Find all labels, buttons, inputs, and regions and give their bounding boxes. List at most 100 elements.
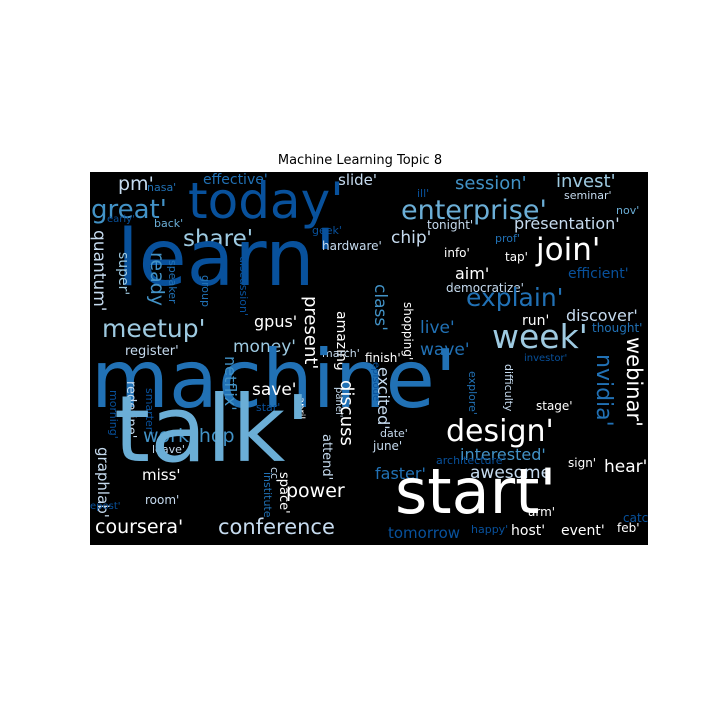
word: arm' xyxy=(528,505,556,519)
word: machine' xyxy=(91,333,457,426)
word: conference xyxy=(218,515,335,539)
word: group xyxy=(199,275,212,307)
word: share' xyxy=(183,226,254,252)
word: join' xyxy=(536,232,601,268)
word: geek' xyxy=(312,224,342,237)
word: date' xyxy=(380,427,408,440)
word: today' xyxy=(188,172,344,230)
word: nvidia' xyxy=(591,354,616,427)
word: talk' xyxy=(114,376,311,483)
word: speaker xyxy=(166,260,179,304)
word: webinar' xyxy=(622,337,646,427)
word: attend' xyxy=(319,434,334,481)
word: discuss xyxy=(336,380,357,446)
word: democratize' xyxy=(446,281,524,295)
word: hear' xyxy=(604,457,648,477)
word: prof' xyxy=(495,232,520,245)
word: space' xyxy=(276,472,291,514)
word: week' xyxy=(492,317,588,356)
word: miss' xyxy=(142,466,181,484)
word: tap' xyxy=(505,250,528,264)
word: smarter' xyxy=(143,388,156,435)
word: graphlab' xyxy=(94,447,112,518)
word: cc' xyxy=(268,467,281,483)
word: great' xyxy=(91,195,167,225)
word: register' xyxy=(125,344,179,359)
word: gpus' xyxy=(254,312,298,331)
word: back' xyxy=(154,217,184,230)
word: star' xyxy=(256,401,281,414)
word: march' xyxy=(322,347,360,360)
word: april xyxy=(295,397,306,420)
word: feb' xyxy=(617,521,640,535)
word: room' xyxy=(145,493,180,507)
word: morning' xyxy=(107,390,120,439)
word: netflix' xyxy=(221,356,240,411)
word: sign' xyxy=(568,456,597,470)
word: nov' xyxy=(616,204,640,217)
word: institute xyxy=(261,472,274,518)
word: interested' xyxy=(460,445,546,464)
word: redefine' xyxy=(123,381,138,439)
word: learn' xyxy=(117,214,337,304)
word: save' xyxy=(252,380,297,400)
word: explain' xyxy=(466,283,564,312)
word: hardware' xyxy=(322,239,382,253)
word: early' xyxy=(107,214,135,225)
word: explore' xyxy=(466,371,479,415)
word: leave' xyxy=(152,443,185,456)
word: start' xyxy=(395,455,557,528)
word: finish' xyxy=(365,351,401,365)
word: presentation' xyxy=(514,214,620,233)
word: wave' xyxy=(420,340,470,360)
word: thought' xyxy=(592,321,643,335)
word: difficulty xyxy=(502,364,515,412)
word: ready xyxy=(146,252,168,307)
word: seminar' xyxy=(564,189,612,202)
word: host' xyxy=(511,523,546,539)
word: meetup' xyxy=(102,314,206,343)
word: money' xyxy=(233,337,296,357)
word: ill' xyxy=(417,187,430,200)
word: epost' xyxy=(90,501,121,512)
word: slide' xyxy=(338,172,378,189)
word: coursera' xyxy=(95,516,184,538)
word: faster' xyxy=(375,464,426,483)
word: class' xyxy=(370,284,390,331)
word: info' xyxy=(444,246,470,260)
word: amazing' xyxy=(333,311,349,375)
word: aim' xyxy=(455,264,490,283)
word: stage' xyxy=(536,399,573,413)
word: workshop xyxy=(143,425,235,447)
word-cloud: pm' nasa' effective' slide' session' inv… xyxy=(90,172,648,545)
word: june' xyxy=(373,439,403,453)
word: pm' xyxy=(118,173,154,195)
word: discussion' xyxy=(237,256,250,317)
word: excited' xyxy=(374,367,393,430)
word: power xyxy=(286,480,345,502)
word: tonight' xyxy=(427,218,474,232)
word: efficient' xyxy=(568,266,629,282)
word: live' xyxy=(420,318,455,338)
word: invest' xyxy=(556,172,616,192)
word: run' xyxy=(522,313,550,329)
word: event' xyxy=(561,523,605,539)
word: catch' xyxy=(623,511,648,525)
word: awesome xyxy=(470,463,552,483)
word: discover' xyxy=(566,306,638,325)
word: chip' xyxy=(391,228,432,248)
word: design' xyxy=(446,414,554,449)
word: tomorrow xyxy=(388,524,461,542)
word: present' xyxy=(300,296,321,370)
word: super' xyxy=(115,252,131,296)
word: nasa' xyxy=(147,181,177,194)
word: shopping' xyxy=(401,302,415,361)
word: architecture' xyxy=(436,454,506,467)
word: panel' xyxy=(333,387,344,418)
word: effective' xyxy=(203,172,268,188)
word: investor' xyxy=(524,353,568,364)
word: episode' xyxy=(370,362,381,404)
word: quantum' xyxy=(90,230,109,312)
word: session' xyxy=(455,173,527,194)
figure-title: Machine Learning Topic 8 xyxy=(277,153,443,168)
